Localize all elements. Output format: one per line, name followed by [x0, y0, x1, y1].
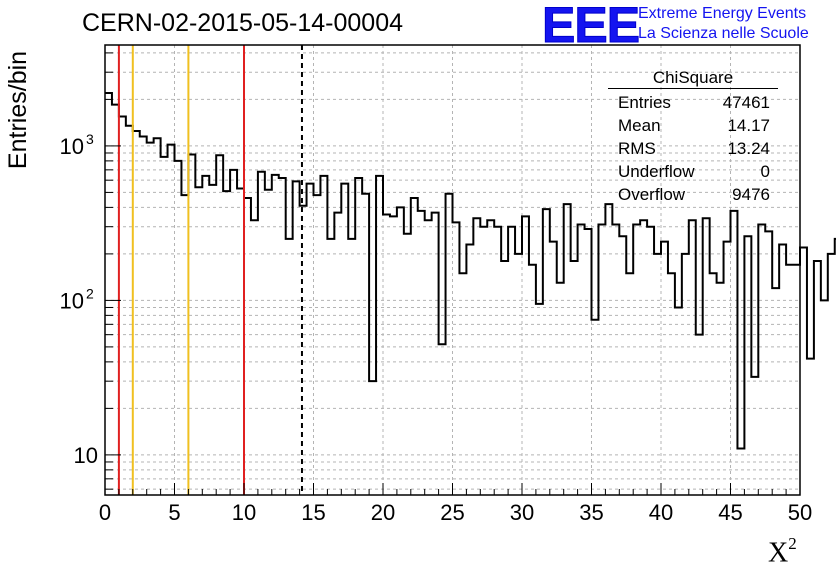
x-tick-label: 10	[232, 500, 256, 525]
histogram-line	[105, 92, 836, 450]
y-axis-label: Entries/bin	[4, 50, 32, 170]
y-tick-exponent: 3	[86, 131, 94, 147]
x-axis-label: X2	[768, 534, 797, 569]
x-tick-label: 25	[440, 500, 464, 525]
reference-lines	[117, 45, 303, 495]
logo-line-1: Extreme Energy Events	[638, 5, 807, 22]
histogram-series	[105, 92, 836, 450]
y-tick-label: 10	[60, 288, 84, 313]
stats-row-underflow: Underflow 0	[618, 162, 770, 181]
y-tick-exponent: 2	[86, 285, 94, 301]
x-tick-label: 50	[788, 500, 812, 525]
stats-row-overflow: Overflow 9476	[618, 185, 770, 204]
chart-title: CERN-02-2015-05-14-00004	[82, 9, 404, 37]
x-tick-label: 15	[301, 500, 325, 525]
logo-line-2: La Scienza nelle Scuole	[638, 25, 809, 42]
x-tick-label: 40	[649, 500, 673, 525]
y-tick-label: 10	[74, 443, 98, 468]
x-tick-label: 45	[718, 500, 742, 525]
x-tick-label: 30	[510, 500, 534, 525]
x-tick-label: 0	[99, 500, 111, 525]
eee-logo: EEE	[541, 0, 640, 54]
y-tick-label: 10	[60, 134, 84, 159]
x-tick-label: 35	[579, 500, 603, 525]
x-tick-label: 5	[168, 500, 180, 525]
grid-lines	[105, 45, 800, 495]
x-tick-label: 20	[371, 500, 395, 525]
stats-title: ChiSquare	[608, 68, 778, 89]
stats-row-mean: Mean 14.17	[618, 116, 770, 135]
stats-box: ChiSquare Entries 47461 Mean 14.17 RMS 13.2…	[608, 68, 778, 206]
stats-row-entries: Entries 47461	[618, 93, 770, 112]
stats-row-rms: RMS 13.24	[618, 139, 770, 158]
